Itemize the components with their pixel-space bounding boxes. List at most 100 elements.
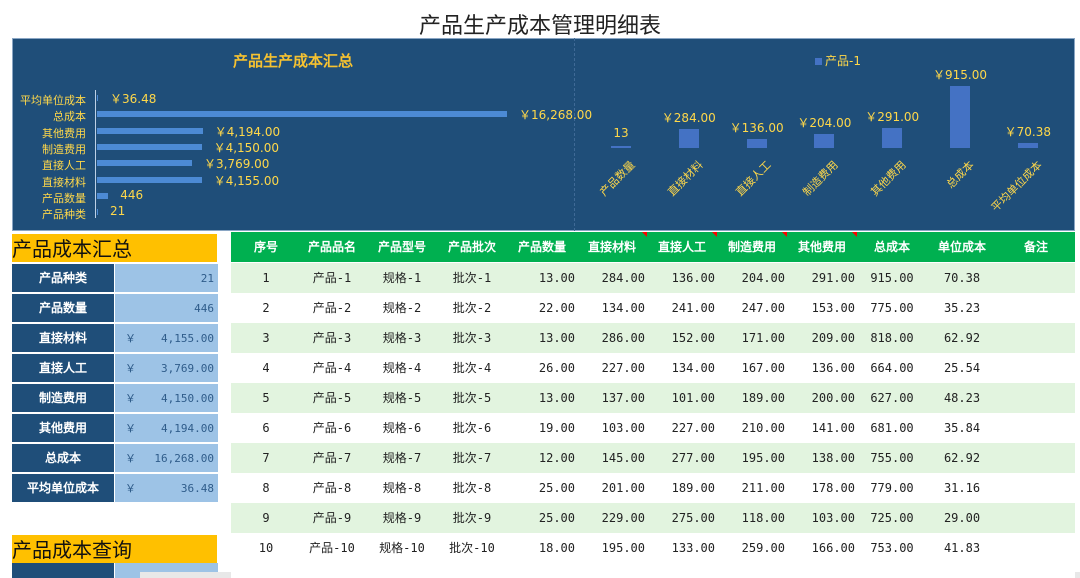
- table-cell[interactable]: 153.00: [811, 301, 855, 315]
- column-header[interactable]: 序号: [231, 232, 301, 262]
- table-cell[interactable]: 134.00: [601, 301, 645, 315]
- table-cell[interactable]: 134.00: [671, 361, 715, 375]
- column-header[interactable]: 产品品名: [297, 232, 367, 262]
- table-cell[interactable]: [997, 263, 1075, 293]
- table-cell[interactable]: 产品-2: [312, 301, 352, 315]
- table-cell[interactable]: 247.00: [741, 301, 785, 315]
- table-cell[interactable]: 产品-10: [309, 541, 355, 555]
- vbar-mark[interactable]: [746, 138, 767, 148]
- table-cell[interactable]: 产品-8: [312, 481, 352, 495]
- table-cell[interactable]: [997, 533, 1075, 563]
- hbar-mark[interactable]: [97, 192, 109, 199]
- table-cell[interactable]: 产品-9: [312, 511, 352, 525]
- table-cell[interactable]: [997, 443, 1075, 473]
- table-row[interactable]: 5 产品-5 规格-5 批次-5 13.00 137.00 101.00 189.00 200.…: [231, 383, 1075, 413]
- table-cell[interactable]: 22.00: [538, 301, 575, 315]
- table-cell[interactable]: 批次-2: [452, 301, 492, 315]
- hbar-mark[interactable]: [97, 143, 202, 150]
- table-cell[interactable]: 136.00: [811, 361, 855, 375]
- table-cell[interactable]: 35.84: [943, 421, 981, 435]
- summary-value-cell[interactable]: ￥ 3,769.00: [115, 354, 218, 383]
- table-cell[interactable]: 3: [262, 331, 270, 345]
- column-header[interactable]: 产品数量: [507, 232, 577, 262]
- table-cell[interactable]: [997, 503, 1075, 533]
- table-cell[interactable]: 批次-6: [452, 421, 492, 435]
- column-header[interactable]: 直接材料: [577, 232, 647, 262]
- table-cell[interactable]: 204.00: [741, 271, 785, 285]
- table-cell[interactable]: 产品-6: [312, 421, 352, 435]
- table-cell[interactable]: 1: [262, 271, 270, 285]
- column-header[interactable]: 制造费用: [717, 232, 787, 262]
- table-cell[interactable]: 136.00: [671, 271, 715, 285]
- table-cell[interactable]: 779.00: [870, 481, 914, 495]
- summary-value-cell[interactable]: 21: [115, 264, 218, 293]
- table-cell[interactable]: 8: [262, 481, 270, 495]
- table-cell[interactable]: 195.00: [741, 451, 785, 465]
- table-cell[interactable]: 259.00: [741, 541, 785, 555]
- table-cell[interactable]: 批次-5: [452, 391, 492, 405]
- table-cell[interactable]: 103.00: [601, 421, 645, 435]
- table-cell[interactable]: [997, 353, 1075, 383]
- table-cell[interactable]: 145.00: [601, 451, 645, 465]
- column-header[interactable]: 产品批次: [437, 232, 507, 262]
- table-cell[interactable]: 产品-4: [312, 361, 352, 375]
- summary-value-cell[interactable]: ￥ 4,150.00: [115, 384, 218, 413]
- table-cell[interactable]: 137.00: [601, 391, 645, 405]
- hbar-mark[interactable]: [97, 95, 98, 101]
- table-cell[interactable]: 189.00: [741, 391, 785, 405]
- table-cell[interactable]: 26.00: [538, 361, 575, 375]
- table-cell[interactable]: 70.38: [943, 271, 981, 285]
- table-cell[interactable]: 103.00: [811, 511, 855, 525]
- table-cell[interactable]: 41.83: [943, 541, 981, 555]
- summary-value-cell[interactable]: ￥ 36.48: [115, 474, 218, 503]
- table-cell[interactable]: 775.00: [870, 301, 914, 315]
- table-cell[interactable]: [997, 473, 1075, 503]
- table-cell[interactable]: [997, 293, 1075, 323]
- table-cell[interactable]: 664.00: [870, 361, 914, 375]
- table-cell[interactable]: 62.92: [943, 451, 981, 465]
- table-cell[interactable]: 25.00: [538, 511, 575, 525]
- table-cell[interactable]: 209.00: [811, 331, 855, 345]
- table-cell[interactable]: 915.00: [870, 271, 914, 285]
- vbar-mark[interactable]: [678, 128, 699, 148]
- table-cell[interactable]: 286.00: [601, 331, 645, 345]
- table-cell[interactable]: 规格-4: [382, 361, 422, 375]
- table-cell[interactable]: 35.23: [943, 301, 981, 315]
- table-cell[interactable]: 批次-7: [452, 451, 492, 465]
- table-cell[interactable]: [997, 323, 1075, 353]
- hbar-mark[interactable]: [97, 160, 192, 167]
- hbar-mark[interactable]: [97, 111, 507, 118]
- table-cell[interactable]: 167.00: [741, 361, 785, 375]
- table-row[interactable]: 4 产品-4 规格-4 批次-4 26.00 227.00 134.00 167.00 136.…: [231, 353, 1075, 383]
- table-cell[interactable]: 133.00: [671, 541, 715, 555]
- table-cell[interactable]: 19.00: [538, 421, 575, 435]
- table-cell[interactable]: 141.00: [811, 421, 855, 435]
- hbar-mark[interactable]: [97, 176, 202, 183]
- table-cell[interactable]: 755.00: [870, 451, 914, 465]
- table-cell[interactable]: 批次-9: [452, 511, 492, 525]
- table-cell[interactable]: 818.00: [870, 331, 914, 345]
- summary-value-cell[interactable]: ￥ 16,268.00: [115, 444, 218, 473]
- table-cell[interactable]: 13.00: [538, 331, 575, 345]
- table-cell[interactable]: 批次-8: [452, 481, 492, 495]
- hbar-mark[interactable]: [97, 209, 98, 216]
- hbar-mark[interactable]: [97, 127, 203, 134]
- table-cell[interactable]: [997, 413, 1075, 443]
- table-cell[interactable]: 25.00: [538, 481, 575, 495]
- table-cell[interactable]: 12.00: [538, 451, 575, 465]
- table-cell[interactable]: 25.54: [943, 361, 981, 375]
- table-cell[interactable]: 48.23: [943, 391, 981, 405]
- table-row-partial[interactable]: [231, 563, 1075, 578]
- table-cell[interactable]: 725.00: [870, 511, 914, 525]
- table-cell[interactable]: 138.00: [811, 451, 855, 465]
- table-cell[interactable]: 产品-5: [312, 391, 352, 405]
- table-row[interactable]: 8 产品-8 规格-8 批次-8 25.00 201.00 189.00 211.00 178.…: [231, 473, 1075, 503]
- table-cell[interactable]: 13.00: [538, 271, 575, 285]
- table-cell[interactable]: 291.00: [811, 271, 855, 285]
- table-cell[interactable]: 批次-10: [449, 541, 495, 555]
- table-cell[interactable]: 产品-1: [312, 271, 352, 285]
- table-cell[interactable]: 规格-10: [379, 541, 425, 555]
- column-header[interactable]: 产品型号: [367, 232, 437, 262]
- table-cell[interactable]: 规格-9: [382, 511, 422, 525]
- table-cell[interactable]: 31.16: [943, 481, 981, 495]
